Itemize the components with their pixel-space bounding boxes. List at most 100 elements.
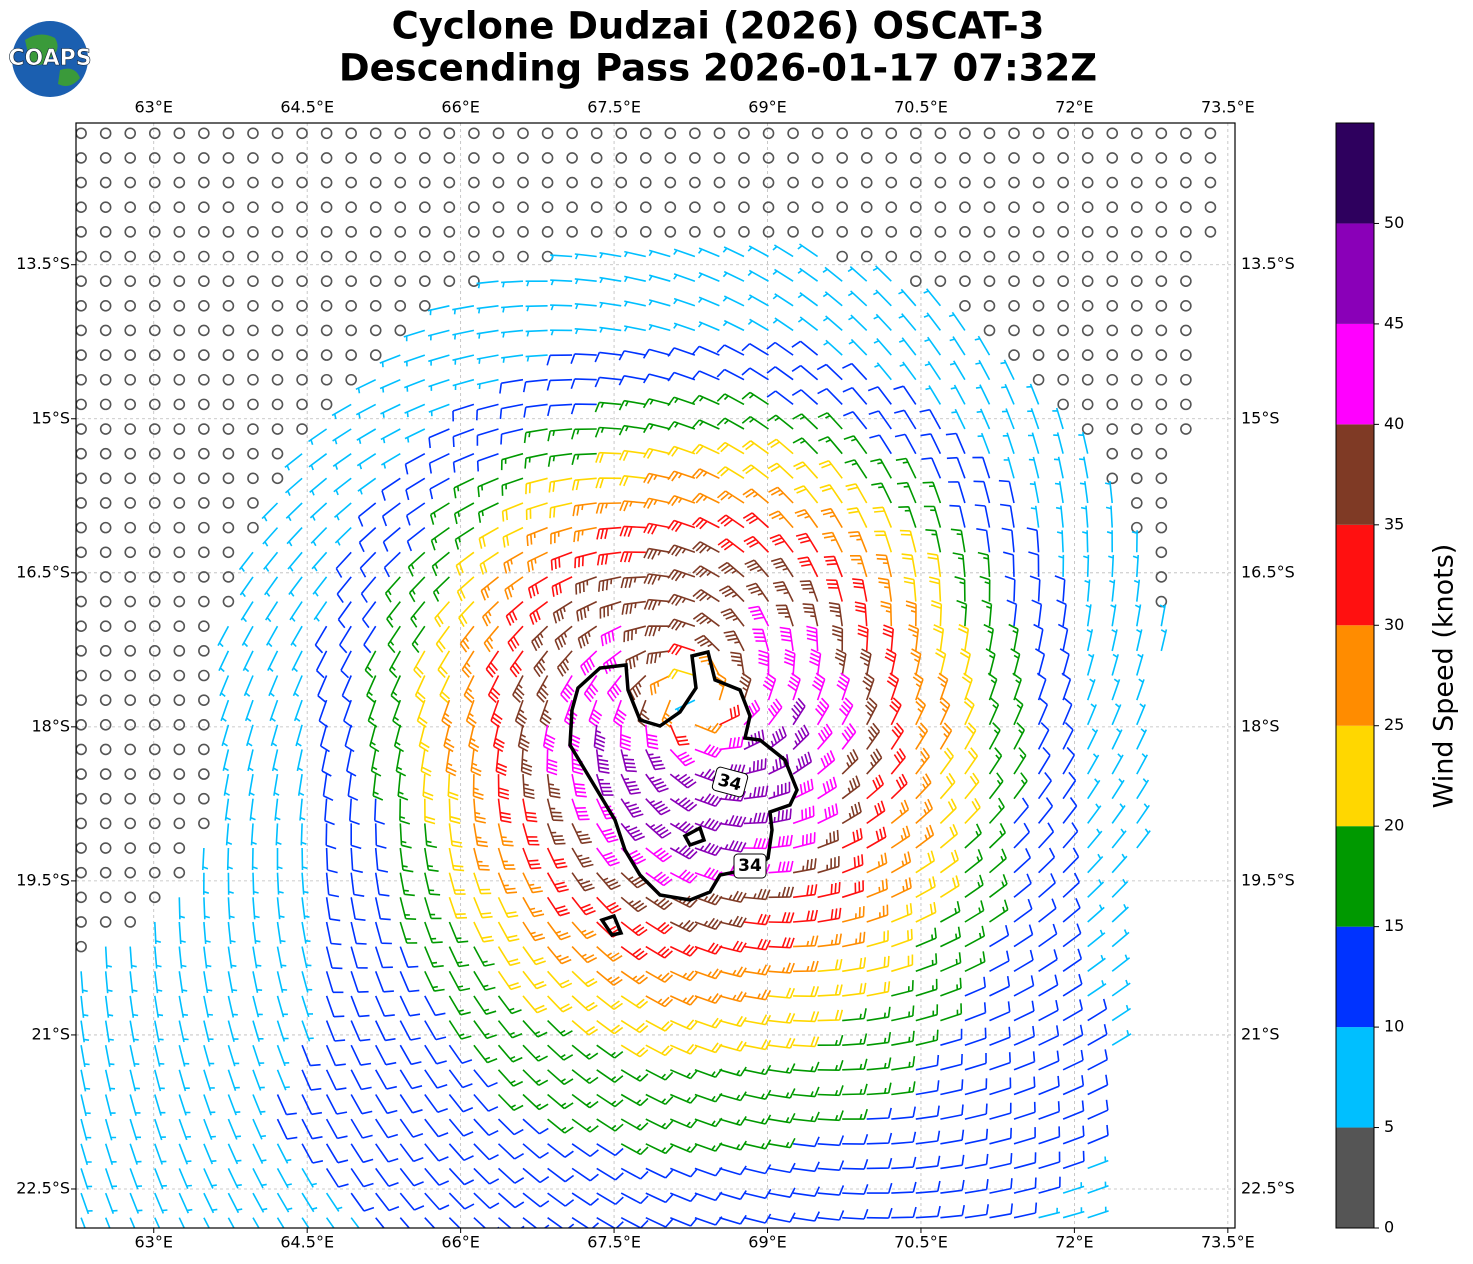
wind-barb — [381, 502, 401, 527]
calm-circle — [271, 447, 284, 460]
wind-barb — [620, 1093, 649, 1107]
barb-shape — [792, 1211, 821, 1222]
wind-barb — [363, 625, 377, 654]
wind-barb — [934, 152, 947, 164]
wind-barb — [923, 505, 942, 528]
wind-barb — [148, 226, 161, 238]
wind-barb — [252, 1118, 267, 1140]
barb-shape — [410, 601, 426, 628]
wind-barb — [399, 946, 419, 968]
calm-circle — [1155, 176, 1168, 189]
wind-barb — [271, 423, 284, 435]
wind-barb — [452, 305, 475, 315]
barb-shape — [1013, 1152, 1037, 1170]
wind-barb — [1130, 472, 1143, 485]
wind-barb — [667, 421, 696, 431]
barb-shape — [989, 1127, 1012, 1145]
wind-barb — [405, 477, 426, 501]
wind-barb — [964, 900, 985, 923]
wind-barb — [406, 526, 426, 552]
barb-shape — [341, 675, 352, 704]
barb-shape — [891, 1106, 916, 1120]
wind-barb — [832, 625, 844, 651]
wind-barb — [222, 749, 230, 772]
wind-barb — [517, 250, 529, 263]
wind-barb — [1105, 505, 1113, 528]
calm-circle — [590, 201, 603, 214]
wind-barb — [124, 866, 137, 879]
barb-shape — [862, 672, 875, 701]
wind-barb — [424, 823, 438, 849]
wind-barb — [399, 798, 411, 825]
wind-barb — [241, 625, 254, 648]
barb-shape — [1062, 1150, 1085, 1170]
wind-barb — [791, 389, 819, 405]
barb-shape — [343, 699, 353, 728]
wind-barb — [154, 971, 163, 994]
barb-shape — [1106, 530, 1113, 553]
barb-shape — [596, 1069, 624, 1083]
wind-barb — [566, 127, 578, 140]
barb-shape — [850, 555, 868, 578]
calm-circle — [296, 226, 308, 238]
wind-barb — [989, 975, 1011, 997]
wind-barb — [743, 1114, 772, 1125]
wind-barb — [599, 252, 622, 259]
calm-circle — [173, 152, 186, 164]
barb-shape — [571, 970, 598, 988]
wind-barb — [692, 589, 720, 603]
barb-shape — [80, 1045, 90, 1068]
wind-barb — [841, 828, 863, 849]
barb-shape — [1013, 1025, 1035, 1046]
wind-barb — [404, 452, 426, 475]
calm-circle — [222, 349, 235, 361]
barb-shape — [547, 970, 573, 989]
wind-barb — [203, 1094, 216, 1116]
barb-shape — [842, 1158, 869, 1170]
barb-shape — [976, 408, 991, 430]
barb-shape — [497, 896, 519, 918]
wind-barb — [546, 946, 572, 965]
wind-barb — [399, 995, 421, 1017]
barb-shape — [743, 1213, 772, 1224]
wind-barb — [1087, 1156, 1109, 1170]
wind-barb — [550, 526, 573, 545]
barb-shape — [571, 1019, 599, 1036]
barb-shape — [694, 1191, 723, 1202]
barb-shape — [178, 1168, 192, 1190]
calm-circle — [99, 250, 112, 263]
calm-circle — [1081, 127, 1094, 140]
wind-barb — [76, 521, 87, 534]
barb-shape — [716, 466, 745, 479]
wind-barb — [476, 280, 499, 289]
barb-shape — [596, 970, 623, 986]
barb-shape — [1111, 778, 1125, 800]
calm-circle — [1155, 226, 1168, 238]
calm-circle — [1180, 349, 1192, 361]
wind-barb — [1087, 1024, 1108, 1046]
calm-circle — [296, 152, 308, 164]
wind-barb — [148, 373, 161, 386]
barb-shape — [894, 433, 917, 455]
contour-label-box — [711, 766, 749, 798]
wind-barb — [873, 313, 892, 331]
barb-shape — [715, 672, 727, 701]
barb-shape — [793, 485, 819, 504]
wind-barb — [1008, 299, 1020, 312]
calm-circle — [173, 620, 186, 633]
barb-shape — [448, 1069, 473, 1089]
wind-barb — [497, 896, 519, 918]
calm-circle — [76, 694, 87, 706]
wind-barb — [468, 275, 480, 287]
calm-circle — [1081, 250, 1094, 263]
barb-shape — [940, 901, 961, 923]
wind-barb — [546, 847, 568, 869]
wind-barb — [571, 452, 597, 465]
wind-barb — [738, 226, 750, 238]
colorbar-tick-label: 35 — [1384, 514, 1404, 533]
barb-shape — [964, 1027, 987, 1046]
barb-shape — [822, 315, 843, 332]
wind-barb — [1031, 599, 1043, 627]
barb-shape — [325, 823, 337, 850]
wind-barb — [669, 1043, 698, 1055]
